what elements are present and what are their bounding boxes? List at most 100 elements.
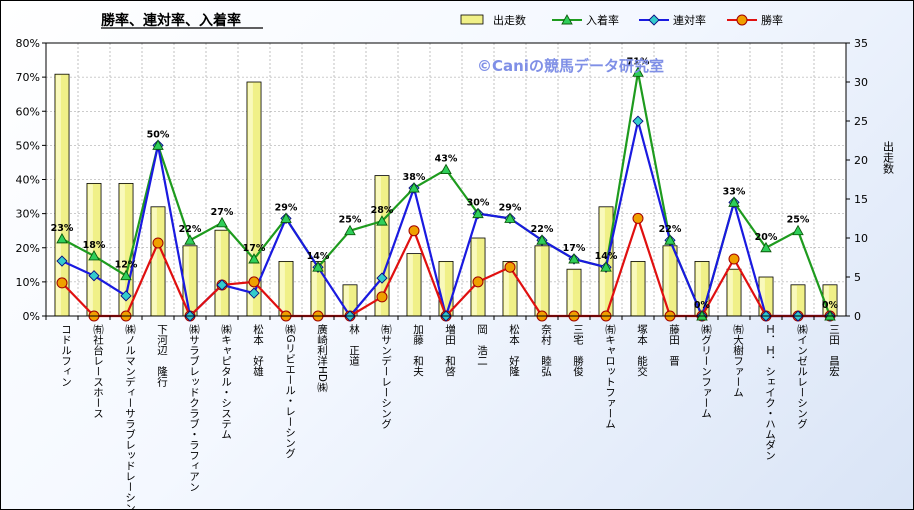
bar-highlight	[407, 254, 413, 315]
marker-diamond	[648, 14, 660, 26]
y2-tick-label: 30	[854, 76, 868, 89]
data-label: 29%	[499, 202, 522, 213]
marker-triangle	[88, 250, 100, 261]
y-tick-label: 80%	[16, 37, 40, 50]
marker-triangle	[440, 163, 452, 175]
marker-diamond	[376, 272, 388, 284]
x-tick-label: 松本 好隆	[508, 323, 520, 376]
data-label: 50%	[147, 129, 170, 140]
bar-highlight	[503, 262, 509, 315]
bar-highlight	[215, 231, 221, 315]
bar-highlight	[343, 285, 349, 315]
bar-highlight	[631, 262, 637, 315]
bar-highlight	[695, 262, 701, 315]
marker-triangle	[376, 215, 388, 226]
marker-triangle	[504, 212, 516, 223]
bar-highlight	[791, 285, 797, 315]
marker-diamond	[120, 290, 132, 302]
bar-highlight	[311, 262, 317, 315]
marker-triangle	[561, 14, 573, 25]
marker-circle	[376, 291, 388, 303]
y2-tick-label: 10	[854, 232, 868, 245]
marker-triangle	[312, 261, 324, 272]
marker-triangle	[120, 269, 132, 281]
marker-triangle	[152, 139, 164, 150]
marker-triangle	[184, 234, 196, 245]
marker-circle	[736, 14, 748, 26]
x-tick-label: 松本 好雄	[252, 323, 264, 377]
bar-highlight	[375, 176, 381, 315]
data-label: 38%	[403, 172, 426, 183]
marker-diamond	[216, 279, 228, 291]
x-tick-label: 林 正道	[348, 323, 360, 366]
x-tick-label: ㈱サラブレッドクラブ・ラフィアン	[188, 324, 200, 492]
bar-highlight	[471, 239, 477, 315]
y-tick-label: 50%	[16, 139, 40, 152]
legend-label: 勝率	[761, 13, 783, 27]
x-tick-label: 岡 浩二	[476, 324, 488, 366]
data-label: 17%	[243, 243, 266, 254]
marker-triangle	[472, 207, 484, 219]
bar-highlight	[567, 270, 573, 315]
y2-tick-label: 25	[854, 115, 868, 128]
marker-circle	[56, 277, 68, 289]
data-label: 17%	[563, 243, 586, 254]
data-label: 25%	[787, 215, 810, 226]
bar-series	[54, 73, 838, 317]
x-tick-label: コドルフィン	[60, 324, 72, 387]
x-tick-label: 増田 和啓	[444, 323, 456, 377]
bar-highlight	[55, 75, 61, 315]
data-label: 27%	[211, 207, 234, 218]
x-tick-label: ㈱Gリビエール・レーシング	[284, 324, 296, 458]
bar-highlight	[823, 285, 829, 315]
data-label: 29%	[275, 202, 298, 213]
data-label: 20%	[755, 232, 778, 243]
data-label: 71%	[627, 56, 650, 67]
marker-triangle	[280, 212, 292, 223]
x-tick-label: ㈲社台レースホース	[92, 324, 104, 419]
marker-triangle	[632, 66, 644, 77]
y2-tick-label: 20	[854, 154, 868, 167]
data-label: 23%	[51, 223, 74, 234]
legend-label: 入着率	[586, 13, 619, 27]
bar-highlight	[727, 270, 733, 315]
y-tick-label: 70%	[16, 71, 40, 84]
marker-triangle	[728, 196, 740, 207]
marker-triangle	[344, 224, 356, 236]
x-tick-label: 下河辺 隆行	[156, 324, 168, 388]
data-label: 0%	[822, 300, 839, 311]
bar-highlight	[87, 184, 93, 315]
bar-highlight	[599, 207, 605, 315]
marker-circle	[504, 261, 516, 273]
data-label: 22%	[531, 224, 554, 235]
y2-tick-label: 35	[854, 37, 868, 50]
marker-circle	[728, 253, 740, 265]
marker-triangle	[760, 241, 772, 253]
legend-swatch-bar	[460, 14, 484, 25]
marker-triangle	[408, 182, 420, 193]
bar-highlight	[439, 262, 445, 315]
data-label: 14%	[595, 251, 618, 262]
bar-highlight	[151, 207, 157, 315]
bar-highlight	[247, 83, 253, 315]
x-tick-label: 三宅 勝俊	[572, 324, 584, 377]
y-tick-label: 60%	[16, 105, 40, 118]
marker-triangle	[216, 216, 228, 228]
marker-triangle	[536, 234, 548, 245]
marker-triangle	[664, 234, 676, 245]
y2-tick-label: 5	[854, 271, 861, 284]
y-tick-label: 20%	[16, 242, 40, 255]
bar-highlight	[279, 262, 285, 315]
marker-triangle	[600, 261, 612, 272]
y-tick-label: 0%	[23, 310, 40, 323]
data-label: 0%	[694, 300, 711, 311]
marker-triangle	[792, 224, 804, 236]
x-tick-label: 塚本 能交	[636, 324, 648, 377]
data-label: 43%	[435, 154, 458, 165]
marker-triangle	[248, 253, 260, 264]
data-label: 14%	[307, 251, 330, 262]
marker-diamond	[56, 255, 68, 267]
axes: 0% 10% 20% 30% 40% 50% 60% 70% 80% 0 5 10 15 20 25 30 35…	[16, 37, 868, 509]
x-tick-label: 廣崎利洋HD㈱	[316, 323, 328, 392]
